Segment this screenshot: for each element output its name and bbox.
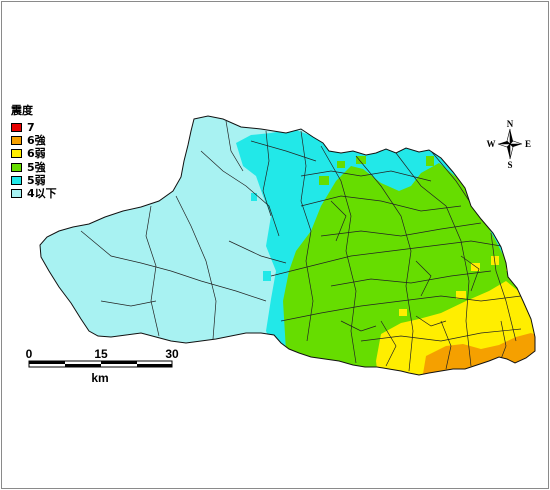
legend-item-label: 4以下	[27, 187, 57, 201]
scale-bar: 0 15 30 km	[26, 347, 179, 385]
legend-item-label: 6弱	[27, 147, 46, 161]
compass-label-west: W	[487, 139, 496, 149]
compass-arrow-west	[498, 141, 510, 144]
scale-tick-label-15: 15	[94, 347, 108, 361]
scale-tick-label-30: 30	[165, 347, 179, 361]
prefecture-outline	[39, 115, 536, 376]
legend-item: 5弱	[11, 174, 57, 187]
compass-label-south: S	[507, 160, 512, 170]
legend-item: 5強	[11, 161, 57, 174]
intensity-legend: 震度 7 6強 6弱 5強 5弱 4以下	[11, 103, 57, 200]
scale-bar-segment	[65, 364, 101, 367]
legend-item: 4以下	[11, 187, 57, 200]
scale-bar-segment	[137, 364, 172, 367]
zone-5-upper-patches	[289, 156, 434, 295]
compass-label-east: E	[525, 139, 531, 149]
compass-label-north: N	[507, 119, 514, 129]
legend-swatch	[11, 162, 22, 172]
scale-bar-segment	[29, 361, 65, 364]
legend-item: 7	[11, 121, 57, 134]
legend-item: 6強	[11, 134, 57, 147]
compass-arrow-north	[510, 129, 513, 144]
compass-rose: N S W E	[487, 119, 532, 170]
legend-swatch	[11, 123, 22, 133]
compass-arrow-east	[510, 144, 522, 147]
legend-swatch	[11, 149, 22, 159]
scale-tick-label-0: 0	[26, 347, 33, 361]
scale-unit-label: km	[91, 371, 108, 385]
legend-item-label: 7	[27, 121, 35, 135]
legend-swatch	[11, 175, 22, 185]
legend-item-label: 6強	[27, 134, 46, 148]
legend-swatch	[11, 136, 22, 146]
compass-arrow-south	[507, 144, 510, 159]
legend-item: 6弱	[11, 147, 57, 160]
scale-bar-segment	[101, 361, 137, 364]
legend-swatch	[11, 189, 22, 199]
legend-title: 震度	[11, 104, 33, 117]
zone-5-lower-patches	[243, 151, 286, 281]
legend-item-label: 5弱	[27, 173, 46, 187]
legend-item-label: 5強	[27, 160, 46, 174]
